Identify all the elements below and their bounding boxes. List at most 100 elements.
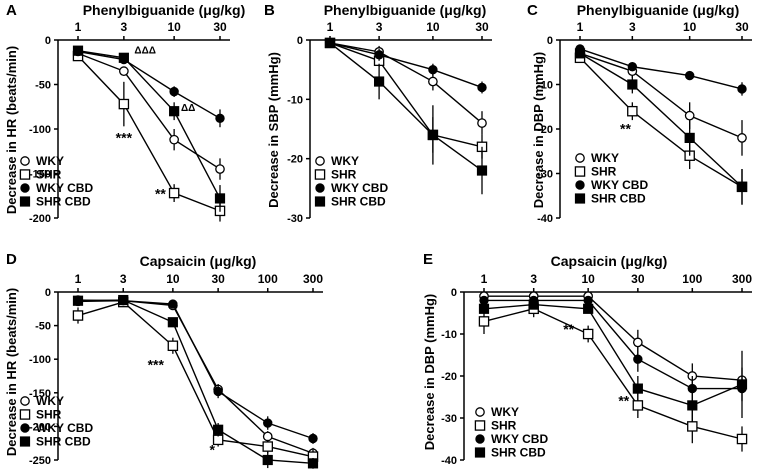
data-point <box>263 418 273 428</box>
data-point <box>214 193 226 204</box>
legend-entry: WKY <box>36 394 64 408</box>
series-shr <box>478 300 748 452</box>
data-point <box>119 66 129 77</box>
significance-annotation: ΔΔ <box>181 103 195 114</box>
series-shr-cbd <box>324 37 488 195</box>
series-wky-cbd <box>73 296 318 444</box>
y-tick-label: -10 <box>537 80 553 92</box>
data-point <box>427 129 439 141</box>
legend-entry: WKY CBD <box>36 421 93 435</box>
data-point <box>118 98 130 110</box>
series-line <box>483 303 743 407</box>
series-line <box>77 299 314 465</box>
series-line <box>483 308 743 440</box>
legend-entry: SHR <box>591 165 617 179</box>
y-tick-label: -30 <box>287 213 303 225</box>
data-point <box>118 52 129 63</box>
series-shr-cbd <box>478 299 748 423</box>
data-point <box>632 383 643 394</box>
data-point <box>428 76 438 87</box>
legend-entry: WKY CBD <box>491 432 548 446</box>
legend-marker <box>19 196 31 207</box>
data-point <box>167 317 178 328</box>
x-axis-title: Capsaicin (μg/kg) <box>140 253 257 269</box>
data-point <box>737 133 747 143</box>
x-tick-label: 10 <box>581 272 595 286</box>
x-axis-title: Phenylbiguanide (μg/kg) <box>324 2 487 18</box>
legend-marker <box>315 183 325 193</box>
data-point <box>478 303 490 314</box>
panel-letter: B <box>264 2 275 19</box>
data-point <box>72 295 84 306</box>
panel-letter: A <box>6 2 17 19</box>
data-point <box>262 454 273 466</box>
data-point <box>684 70 695 81</box>
legend-marker <box>20 396 30 406</box>
x-tick-label: 1 <box>75 272 82 286</box>
data-point <box>627 79 638 90</box>
series-line <box>579 52 743 188</box>
x-tick-label: 3 <box>530 272 537 286</box>
series-line <box>77 50 221 119</box>
series-wky <box>575 48 747 156</box>
x-tick-label: 10 <box>683 20 697 34</box>
x-tick-label: 10 <box>167 20 181 34</box>
legend-entry: WKY <box>331 154 359 168</box>
series-line <box>77 49 221 199</box>
series-line <box>329 42 483 89</box>
y-axis-label: Decrease in HR (beats/min) <box>4 288 19 456</box>
x-tick-label: 30 <box>475 20 489 34</box>
chart-panel-c: C Phenylbiguanide (μg/kg) 1 3 10 30 0 -10 -20 -30… <box>527 2 752 225</box>
data-point <box>308 433 318 444</box>
data-point <box>168 187 180 199</box>
x-tick-label: 1 <box>327 20 334 34</box>
y-tick-label: 0 <box>451 287 457 299</box>
series-shr <box>324 37 488 159</box>
y-tick-label: -20 <box>287 154 303 166</box>
data-point <box>215 113 225 124</box>
data-point <box>479 295 489 306</box>
y-tick-label: -50 <box>35 321 51 333</box>
y-tick-label: -100 <box>29 354 51 366</box>
legend-marker <box>574 166 586 177</box>
significance-annotation: *** <box>148 356 165 372</box>
x-tick-label: 30 <box>211 272 225 286</box>
x-tick-label: 30 <box>631 272 645 286</box>
legend-marker <box>20 423 30 433</box>
data-point <box>324 37 336 49</box>
x-tick-label: 10 <box>426 20 440 34</box>
data-point <box>633 354 643 364</box>
data-point <box>632 337 643 348</box>
data-point <box>373 76 385 87</box>
series-shr <box>72 50 226 222</box>
series-line <box>579 52 743 139</box>
y-axis-label: Decrease in SBP (mmHg) <box>266 52 281 208</box>
significance-annotation: ΔΔΔ <box>134 45 156 56</box>
legend-entry: SHR CBD <box>491 446 546 460</box>
data-point <box>168 299 178 309</box>
panel-letter: E <box>423 251 433 268</box>
y-tick-label: -250 <box>29 455 51 467</box>
legend-marker <box>314 196 326 207</box>
data-point <box>213 424 224 435</box>
series-wky <box>73 48 225 180</box>
data-point <box>169 134 179 145</box>
panel-letter: D <box>6 251 17 268</box>
data-point <box>736 379 748 390</box>
legend-marker <box>20 183 30 193</box>
y-tick-label: 0 <box>297 35 303 47</box>
y-tick-label: -100 <box>29 124 51 136</box>
data-point <box>574 48 586 59</box>
y-axis-label: Decrease in HR (beats/min) <box>4 46 19 214</box>
y-tick-label: -10 <box>441 329 457 341</box>
legend-entry: SHR CBD <box>36 195 91 209</box>
y-tick-label: -150 <box>29 388 51 400</box>
series-line <box>77 300 314 440</box>
series-line <box>329 42 483 124</box>
legend-marker <box>474 447 486 458</box>
y-tick-label: -10 <box>287 94 303 106</box>
